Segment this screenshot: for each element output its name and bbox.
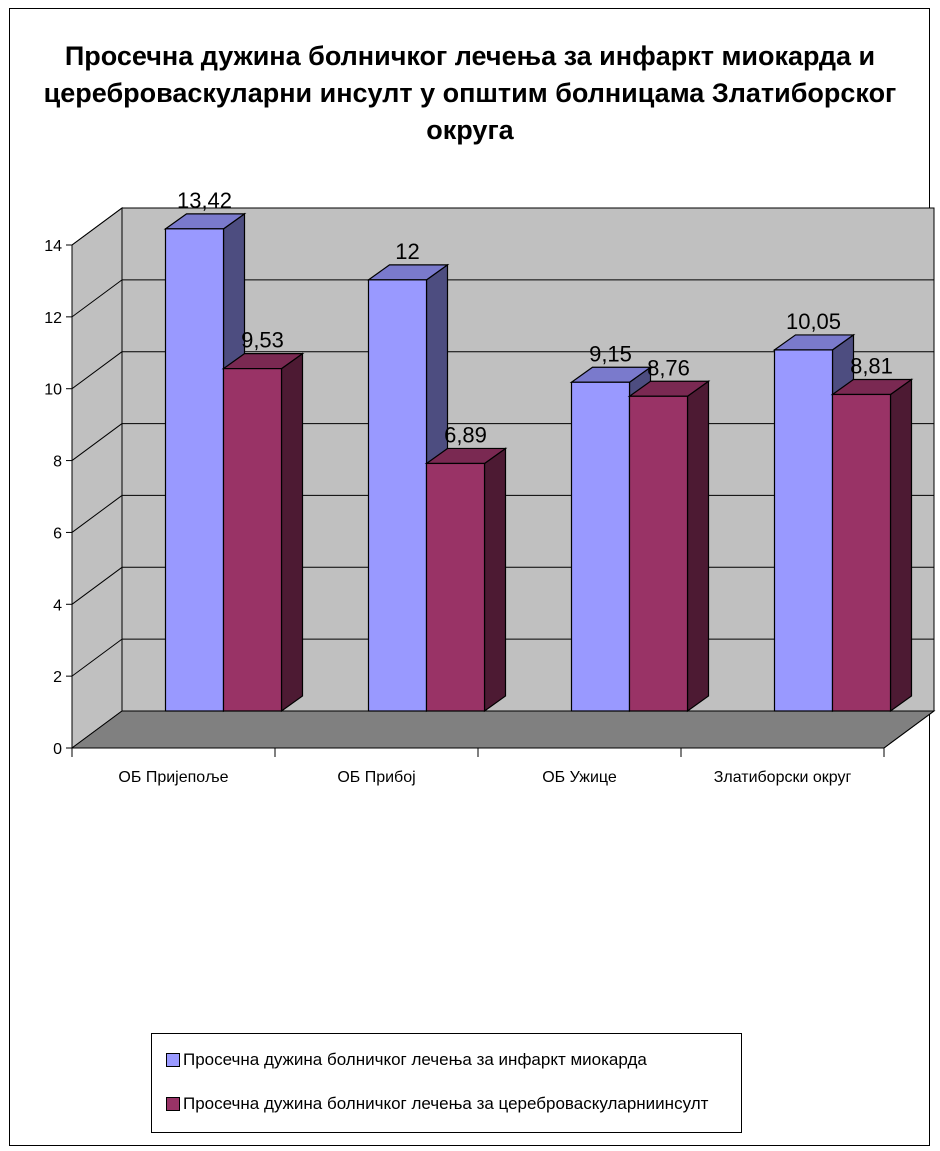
gridline-side (71, 423, 123, 461)
gridline-side (71, 279, 123, 318)
data-label: 6,89 (444, 422, 487, 447)
legend-swatch-series-1 (166, 1053, 180, 1067)
y-tick-label: 2 (53, 669, 62, 686)
data-label: 13,42 (177, 188, 232, 213)
legend-item-series-2: Просечна дужина болничког лечења за цере… (166, 1094, 708, 1114)
bar-front (164, 228, 225, 712)
legend-label-series-1: Просечна дужина болничког лечења за инфа… (183, 1050, 647, 1069)
bar-front (367, 279, 428, 712)
data-label: 9,53 (241, 328, 284, 353)
legend: Просечна дужина болничког лечења за инфа… (151, 1033, 742, 1133)
data-label: 8,81 (850, 353, 893, 378)
bar-2-1 (221, 352, 305, 713)
bar-side (483, 447, 507, 713)
bar-side (889, 378, 913, 713)
bar-2-2 (424, 447, 508, 713)
y-tick-label: 6 (53, 525, 62, 542)
bar-front (570, 381, 631, 712)
chart-title: Просечна дужина болничког лечења за инфа… (43, 41, 897, 145)
legend-swatch-series-2 (166, 1097, 180, 1111)
y-tick-label: 14 (44, 238, 62, 255)
y-tick-label: 0 (53, 741, 62, 758)
legend-label-series-2: Просечна дужина болничког лечења за цере… (183, 1094, 709, 1113)
gridline-side (71, 638, 123, 677)
data-label: 12 (395, 239, 419, 264)
bar-side (686, 380, 710, 713)
gridline-side (71, 207, 123, 246)
floor (70, 710, 936, 749)
y-tick-label: 4 (53, 597, 62, 614)
x-tick-label: ОБ Прибој (337, 769, 415, 786)
x-tick-label: ОБ Ужице (542, 769, 617, 786)
floor-edge (883, 710, 935, 749)
bar-side (280, 352, 304, 713)
bar-front (425, 462, 486, 712)
bar-front (222, 368, 283, 712)
bar-2-3 (627, 380, 711, 713)
side-wall (71, 207, 123, 749)
data-label: 8,76 (647, 355, 690, 380)
y-tick-label: 10 (44, 382, 62, 399)
bar-2-4 (830, 378, 914, 713)
y-tick-label: 12 (44, 310, 62, 327)
data-label: 9,15 (589, 341, 632, 366)
gridline-side (71, 495, 123, 533)
y-tick-label: 8 (53, 454, 62, 471)
gridline-side (71, 351, 123, 390)
bar-front (773, 349, 834, 712)
x-tick-label: Златиборски округ (714, 769, 852, 786)
bar-front (831, 393, 892, 712)
legend-item-series-1: Просечна дужина болничког лечења за инфа… (166, 1050, 647, 1070)
gridline-side (71, 566, 123, 605)
data-label: 10,05 (786, 309, 841, 334)
x-tick-label: ОБ Пријепоље (118, 769, 228, 786)
bar-front (628, 395, 689, 712)
